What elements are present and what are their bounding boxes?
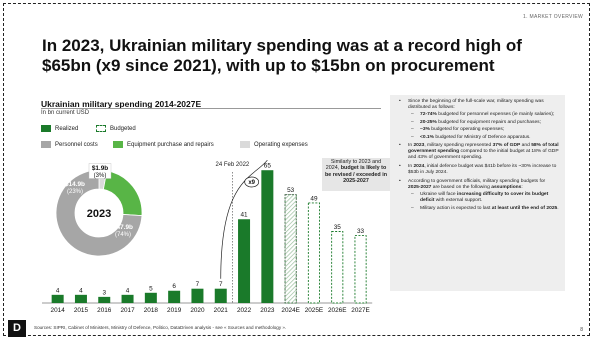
legend-operating-label: Operating expenses — [254, 141, 308, 148]
legend-budgeted: Budgeted — [96, 125, 136, 132]
note-text: In — [408, 143, 414, 149]
note-text: , military spending represented — [424, 143, 493, 149]
slide-headline: In 2023, Ukrainian military spending was… — [42, 36, 522, 75]
note-text: , initial defence budget was $41b before… — [408, 164, 557, 176]
page-number: 8 — [580, 327, 583, 333]
note-bold: assumptions — [491, 184, 522, 190]
note-sub-text: with external support. — [434, 198, 483, 204]
legend-budgeted-label: Budgeted — [110, 125, 136, 132]
note-sub-text: budgeted for equipment repairs and purch… — [436, 119, 541, 125]
slide-frame — [3, 3, 590, 336]
legend-realized-swatch — [41, 125, 51, 132]
note-sub-bold: increasing difficulty to cover its budge… — [420, 192, 549, 204]
note-text: In — [408, 164, 414, 170]
note-text: and — [520, 143, 532, 149]
note-sub-apparatus: <0.1% budgeted for Ministry of Defence a… — [408, 135, 559, 141]
note-sub-operating: ~3% budgeted for operating expenses; — [408, 127, 559, 133]
note-bold: 58% of total government spending — [408, 143, 559, 155]
note-sub-bold: at least until the end of 2025 — [491, 205, 558, 211]
note-text: According to government officials, milit… — [408, 178, 546, 184]
note-sub-text: budgeted for operating expenses; — [429, 127, 505, 133]
callout-emphasis: budget is likely to be revised / exceede… — [324, 165, 388, 185]
note-distribution: Since the beginning of the full-scale wa… — [396, 99, 559, 140]
note-sub-text: . — [557, 205, 559, 211]
note-bold: 37% of GDP — [492, 143, 521, 149]
callout-text: Similarly to 2023 and 2024, — [325, 159, 382, 172]
legend-personnel-label: Personnel costs — [55, 141, 98, 148]
notes-panel: Since the beginning of the full-scale wa… — [390, 95, 565, 291]
note-sub-text: Military action is expected to last — [420, 205, 492, 211]
note-bold: 2024 — [413, 164, 425, 170]
legend-budgeted-swatch — [96, 125, 106, 132]
legend-operating: Operating expenses — [240, 141, 308, 148]
section-label: 1. MARKET OVERVIEW — [523, 14, 583, 20]
note-sub-bold: 20-25% — [420, 119, 437, 125]
sources-footnote: Sources: SIPRI, Cabinet of Ministers, Mi… — [34, 325, 287, 330]
legend-equipment-swatch — [113, 141, 123, 148]
note-sub-text: Ukraine will face — [420, 192, 457, 198]
chart-subtitle: In bn current USD — [41, 110, 90, 116]
note-distribution-text: Since the beginning of the full-scale wa… — [408, 99, 544, 110]
note-sub-bold: <0.1% — [420, 134, 435, 140]
legend-operating-swatch — [240, 141, 250, 148]
note-sub-text: budgeted for personnel expenses (ie main… — [436, 112, 555, 118]
datadriven-logo: D — [8, 320, 26, 337]
note-sub-equipment: 20-25% budgeted for equipment repairs an… — [408, 120, 559, 126]
legend-personnel: Personnel costs — [41, 141, 98, 148]
legend-realized: Realized — [41, 125, 78, 132]
forecast-callout: Similarly to 2023 and 2024, budget is li… — [322, 158, 390, 191]
note-sub-text: budgeted for Ministry of Defence apparat… — [434, 134, 531, 140]
note-assumptions: According to government officials, milit… — [396, 179, 559, 212]
legend-equipment-label: Equipment purchase and repairs — [127, 141, 214, 148]
chart-title: Ukrainian military spending 2014-2027E — [41, 99, 202, 109]
note-text: : — [521, 184, 523, 190]
legend-realized-label: Realized — [55, 125, 79, 132]
note-text: compared to the initial budget at 18% of… — [408, 149, 559, 161]
note-bold: 2023 — [413, 143, 425, 149]
title-divider — [41, 108, 381, 109]
note-2024: In 2024, initial defence budget was $41b… — [396, 164, 559, 176]
note-sub-bold: 72-74% — [420, 112, 437, 118]
legend-equipment: Equipment purchase and repairs — [113, 141, 214, 148]
note-sub-deficit: Ukraine will face increasing difficulty … — [408, 192, 559, 204]
note-sub-duration: Military action is expected to last at l… — [408, 206, 559, 212]
legend-personnel-swatch — [41, 141, 51, 148]
note-bold: 2025-2027 — [408, 184, 432, 190]
note-sub-personnel: 72-74% budgeted for personnel expenses (… — [408, 112, 559, 118]
note-sub-bold: ~3% — [420, 127, 430, 133]
note-text: are based on the following — [431, 184, 492, 190]
note-2023: In 2023, military spending represented 3… — [396, 143, 559, 161]
